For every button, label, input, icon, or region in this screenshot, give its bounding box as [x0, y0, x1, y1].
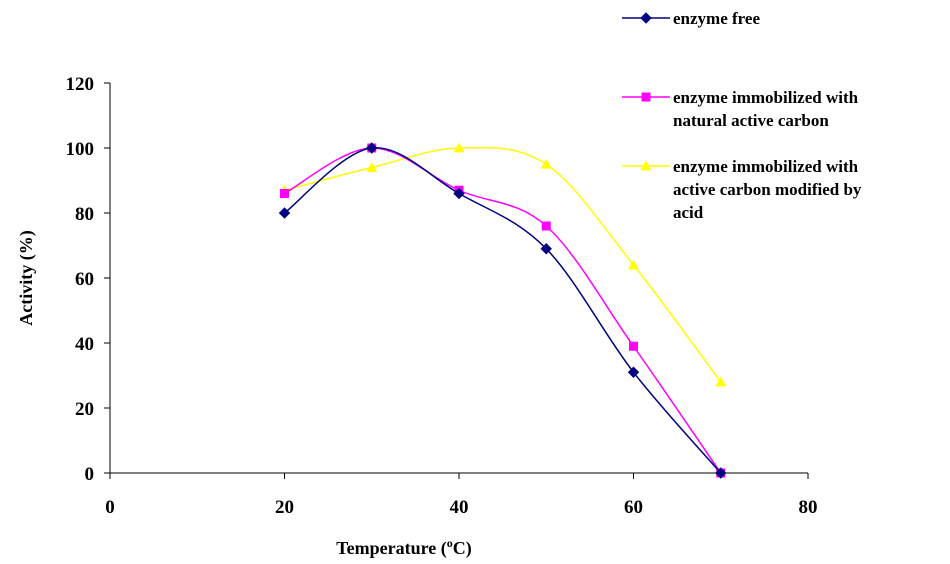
- legend-swatch-marker: [640, 12, 652, 24]
- x-tick-label: 80: [799, 497, 818, 518]
- legend-label: active carbon modified by: [673, 180, 862, 199]
- legend-label: enzyme immobilized with: [673, 157, 859, 176]
- series-line: [284, 147, 722, 474]
- legend-entry-3: enzyme immobilized with active carbon mod…: [622, 157, 862, 222]
- series-line: [284, 146, 722, 383]
- series-1: [278, 142, 727, 479]
- legend-label: enzyme immobilized with: [673, 88, 859, 107]
- data-point: [540, 243, 552, 255]
- data-point: [627, 366, 640, 378]
- data-point: [278, 207, 291, 219]
- x-tick-label: 20: [275, 497, 294, 518]
- data-point: [453, 142, 465, 153]
- legend-swatch-marker: [641, 92, 651, 102]
- y-tick-label: 120: [66, 74, 95, 95]
- y-tick-label: 100: [66, 139, 95, 160]
- data-point: [453, 187, 465, 200]
- legend-label: natural active carbon: [673, 111, 829, 130]
- x-axis-title-end: C): [453, 538, 472, 559]
- legend-entry-2: enzyme immobilized with natural active ca…: [622, 88, 859, 130]
- legend-entry-1: enzyme free: [622, 9, 760, 28]
- data-point: [366, 162, 378, 172]
- legend-swatch-marker: [640, 160, 652, 171]
- y-axis-ticks: 0 20 40 60 80 100 120: [66, 74, 110, 485]
- series-layer: [278, 142, 727, 479]
- x-tick-label: 60: [624, 497, 643, 518]
- series-2: [280, 143, 726, 478]
- y-tick-label: 80: [75, 204, 94, 225]
- data-point: [366, 142, 378, 154]
- series-line: [284, 147, 722, 474]
- data-point: [280, 189, 289, 198]
- data-point: [715, 376, 727, 387]
- series-3: [279, 142, 727, 387]
- x-axis-ticks: 0 20 40 60 80: [105, 473, 818, 518]
- y-tick-label: 20: [75, 399, 94, 420]
- y-tick-label: 40: [75, 334, 94, 355]
- y-tick-label: 60: [75, 269, 94, 290]
- x-axis-title-main: Temperature (: [336, 538, 446, 559]
- legend: enzyme free enzyme immobilized with natur…: [622, 9, 862, 222]
- x-axis-title-superscript: o: [447, 536, 453, 550]
- data-point: [629, 341, 638, 351]
- data-point: [715, 467, 727, 479]
- y-tick-label: 0: [85, 464, 95, 485]
- legend-label: acid: [673, 203, 704, 222]
- data-point: [541, 221, 551, 231]
- y-axis-title: Activity (%): [16, 230, 37, 325]
- x-tick-label: 40: [450, 497, 469, 518]
- x-axis-title: Temperature (oC): [336, 536, 471, 559]
- data-point: [628, 259, 639, 270]
- data-point: [540, 158, 552, 169]
- x-tick-label: 0: [105, 497, 115, 518]
- legend-label: enzyme free: [673, 9, 760, 28]
- plot-area: 0 20 40 60 80 0 20 40 60 80 100 120: [66, 74, 818, 518]
